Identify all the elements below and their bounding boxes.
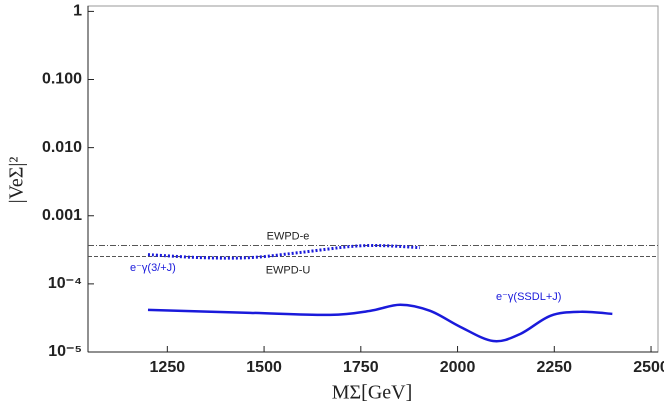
reference-label: EWPD-U xyxy=(266,264,311,276)
y-tick-label: 0.100 xyxy=(42,71,82,88)
x-tick-label: 2250 xyxy=(536,359,572,376)
y-axis-label: |VeΣ|² xyxy=(6,157,28,204)
y-tick-label: 0.001 xyxy=(42,207,82,224)
x-tick-label: 1750 xyxy=(343,359,379,376)
reference-label: EWPD-e xyxy=(267,230,310,242)
x-tick-label: 1500 xyxy=(246,359,282,376)
series-label: e⁻γ(3/+J) xyxy=(130,262,176,274)
x-tick-label: 1250 xyxy=(150,359,186,376)
y-tick-label: 10⁻⁴ xyxy=(48,275,82,292)
x-tick-label: 2500 xyxy=(633,359,664,376)
plot-frame xyxy=(87,5,659,353)
series-line xyxy=(147,303,613,343)
y-tick-label: 0.010 xyxy=(42,139,82,156)
y-tick-label: 1 xyxy=(73,3,82,20)
series-label: e⁻γ(SSDL+J) xyxy=(496,291,561,303)
x-tick-label: 2000 xyxy=(440,359,476,376)
series-line xyxy=(147,243,421,260)
y-tick-label: 10⁻⁵ xyxy=(48,343,82,360)
x-axis-label: MΣ[GeV] xyxy=(332,382,413,404)
